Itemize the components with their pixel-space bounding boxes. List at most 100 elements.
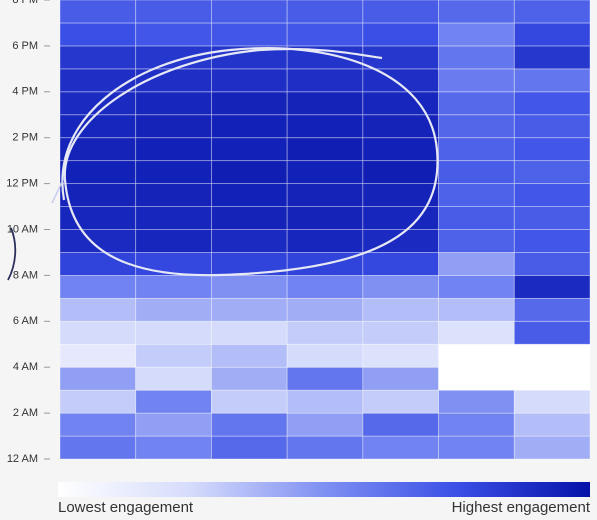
legend-gradient (58, 482, 590, 497)
heat-cell (211, 320, 288, 345)
y-tick-label: 8 AM (13, 269, 38, 281)
heat-cell (59, 229, 137, 253)
heat-cell (135, 252, 212, 276)
heat-cell (59, 366, 137, 391)
heat-cell (513, 183, 591, 207)
heat-cell (438, 274, 515, 299)
heatmap-cells (59, 0, 591, 460)
heat-cell (362, 91, 439, 116)
heat-cell (513, 435, 591, 460)
heat-cell (362, 274, 439, 299)
heat-cell (438, 137, 515, 162)
heat-cell (211, 366, 288, 391)
heat-cell (438, 206, 515, 230)
heat-cell (362, 68, 439, 93)
heat-cell (362, 297, 439, 322)
heat-cell (59, 45, 137, 70)
heat-cell (59, 297, 137, 322)
heat-cell (135, 45, 212, 70)
heat-cell (362, 252, 439, 276)
heat-cell (59, 412, 137, 437)
heat-cell (211, 435, 288, 460)
heat-cell (135, 366, 212, 391)
heat-cell (438, 22, 515, 47)
heat-cell (513, 68, 591, 93)
heat-cell (286, 114, 364, 139)
heat-cell (362, 343, 439, 368)
heat-cell (513, 137, 591, 162)
heat-cell (211, 229, 288, 253)
heat-cell (59, 183, 137, 207)
heat-cell (286, 366, 364, 391)
heat-cell (211, 412, 288, 437)
heat-cell (513, 0, 591, 24)
heat-cell (438, 114, 515, 139)
y-tick-label: 12 PM (6, 178, 38, 190)
heat-cell (513, 252, 591, 276)
heat-cell (59, 0, 137, 24)
heat-cell (362, 160, 439, 184)
heat-cell (59, 68, 137, 93)
heat-cell (211, 206, 288, 230)
heat-cell (59, 274, 137, 299)
heat-cell (513, 412, 591, 437)
heat-cell (362, 412, 439, 437)
heat-cell (438, 183, 515, 207)
y-tick-label: 2 PM (12, 132, 38, 144)
heat-cell (135, 206, 212, 230)
heat-cell (135, 229, 212, 253)
heat-cell (362, 22, 439, 47)
heat-cell (135, 160, 212, 184)
hand-drawn-circle (61, 47, 439, 277)
heat-cell (286, 183, 364, 207)
heat-cell (362, 435, 439, 460)
heat-cell (211, 389, 288, 414)
heat-cell (438, 297, 515, 322)
heat-cell (211, 297, 288, 322)
heat-cell (211, 91, 288, 116)
heat-cell (135, 114, 212, 139)
heat-cell (438, 320, 515, 345)
heat-cell (513, 343, 591, 368)
heat-cell (211, 68, 288, 93)
heat-cell (286, 22, 364, 47)
heat-cell (135, 22, 212, 47)
y-tick-label: 8 PM (12, 0, 38, 6)
y-tick-label: 12 AM (7, 453, 38, 465)
heat-cell (135, 91, 212, 116)
heat-cell (135, 274, 212, 299)
heat-cell (362, 389, 439, 414)
y-tick-label: 4 PM (12, 86, 38, 98)
heat-cell (438, 0, 515, 24)
heat-cell (438, 68, 515, 93)
heat-cell (513, 274, 591, 299)
heat-cell (286, 137, 364, 162)
heat-cell (286, 389, 364, 414)
heat-cell (513, 389, 591, 414)
heat-cell (438, 45, 515, 70)
heat-cell (59, 320, 137, 345)
heat-cell (286, 0, 364, 24)
heat-cell (438, 160, 515, 184)
scribble-tail (51, 177, 65, 204)
heat-cell (286, 229, 364, 253)
heat-cell (59, 252, 137, 276)
heat-cell (438, 252, 515, 276)
heat-cell (135, 343, 212, 368)
heat-cell (513, 297, 591, 322)
heat-cell (286, 91, 364, 116)
y-tick-label: 10 AM (7, 223, 38, 235)
heat-cell (513, 229, 591, 253)
heat-cell (135, 435, 212, 460)
heat-cell (59, 343, 137, 368)
heat-cell (513, 160, 591, 184)
heat-cell (438, 389, 515, 414)
heat-cell (286, 68, 364, 93)
y-tick-label: 4 AM (13, 361, 38, 373)
heat-cell (59, 22, 137, 47)
heat-cell (135, 183, 212, 207)
heat-cell (135, 412, 212, 437)
heat-cell (513, 366, 591, 391)
